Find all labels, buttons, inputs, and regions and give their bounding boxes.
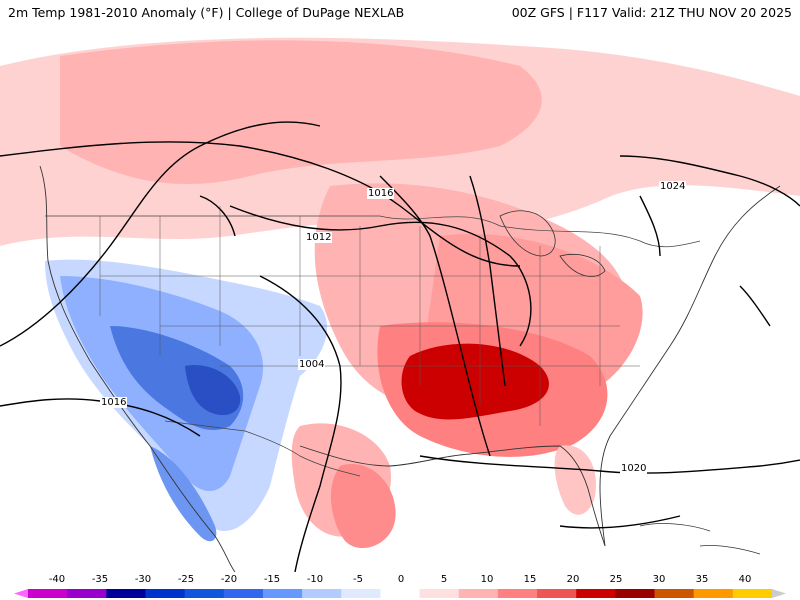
legend-swatch	[458, 589, 499, 598]
legend-swatch	[67, 589, 107, 598]
legend-tick: -10	[306, 574, 324, 585]
isobar-label: 1016	[367, 188, 395, 199]
warm-anomaly-canada	[60, 40, 542, 185]
legend-tick: 30	[652, 574, 666, 585]
map-header: 2m Temp 1981-2010 Anomaly (°F) | College…	[0, 0, 800, 26]
isobar-label: 1024	[659, 181, 687, 192]
legend-color-bar	[14, 589, 786, 598]
legend-swatch	[262, 589, 303, 598]
legend-swatch	[28, 589, 68, 598]
legend-tick: -30	[134, 574, 152, 585]
legend-tick: 20	[566, 574, 580, 585]
gulf-coastline	[299, 445, 606, 547]
legend-tick: 10	[480, 574, 494, 585]
legend-tick: 25	[609, 574, 623, 585]
legend-swatch	[380, 589, 421, 598]
legend-swatch	[576, 589, 616, 598]
legend-tick: 35	[695, 574, 709, 585]
legend-swatch	[772, 589, 786, 598]
legend-swatch	[537, 589, 577, 598]
isobar-label: 1004	[298, 359, 326, 370]
great-lakes	[499, 210, 606, 277]
weather-map[interactable]: 1016 1012 1024 1004 1016 1020	[0, 26, 800, 572]
legend-swatch	[654, 589, 695, 598]
legend-swatch	[14, 589, 28, 598]
cool-anomaly-deep	[185, 365, 241, 416]
legend-tick: -20	[220, 574, 238, 585]
legend-swatch	[732, 589, 773, 598]
legend-tick: 0	[397, 574, 405, 585]
legend-swatch	[184, 589, 225, 598]
isobars	[0, 121, 800, 572]
map-title: 2m Temp 1981-2010 Anomaly (°F) | College…	[8, 5, 405, 20]
legend-tick: 40	[738, 574, 752, 585]
legend-swatch	[223, 589, 264, 598]
legend-tick: -15	[263, 574, 281, 585]
legend-swatch	[145, 589, 186, 598]
legend-swatch	[302, 589, 342, 598]
legend-swatch	[106, 589, 146, 598]
warm-anomaly-mexico	[330, 464, 396, 549]
color-legend: -40 -35 -30 -25 -20 -15 -10 -5 0 5 10 15…	[0, 572, 800, 600]
canada-border	[45, 215, 701, 248]
legend-swatch	[341, 589, 381, 598]
state-borders	[99, 206, 640, 426]
legend-tick: 15	[523, 574, 537, 585]
model-run-info: 00Z GFS | F117 Valid: 21Z THU NOV 20 202…	[511, 5, 792, 20]
legend-swatch	[615, 589, 656, 598]
legend-swatch	[419, 589, 460, 598]
east-coastline	[599, 185, 781, 547]
mexico-border	[164, 420, 361, 477]
legend-tick: -35	[91, 574, 109, 585]
caribbean-islands	[639, 523, 761, 555]
legend-swatch	[497, 589, 538, 598]
anomaly-field	[0, 37, 800, 572]
legend-tick: 5	[440, 574, 448, 585]
legend-tick: -5	[353, 574, 363, 585]
isobar-label: 1016	[100, 397, 128, 408]
legend-tick-labels: -40 -35 -30 -25 -20 -15 -10 -5 0 5 10 15…	[0, 574, 800, 586]
warm-anomaly-core	[401, 343, 549, 420]
legend-tick: -25	[177, 574, 195, 585]
warm-anomaly-florida	[554, 445, 596, 515]
legend-tick: -40	[48, 574, 66, 585]
isobar-label: 1012	[305, 232, 333, 243]
legend-swatch	[693, 589, 734, 598]
isobar-label: 1020	[620, 463, 648, 474]
